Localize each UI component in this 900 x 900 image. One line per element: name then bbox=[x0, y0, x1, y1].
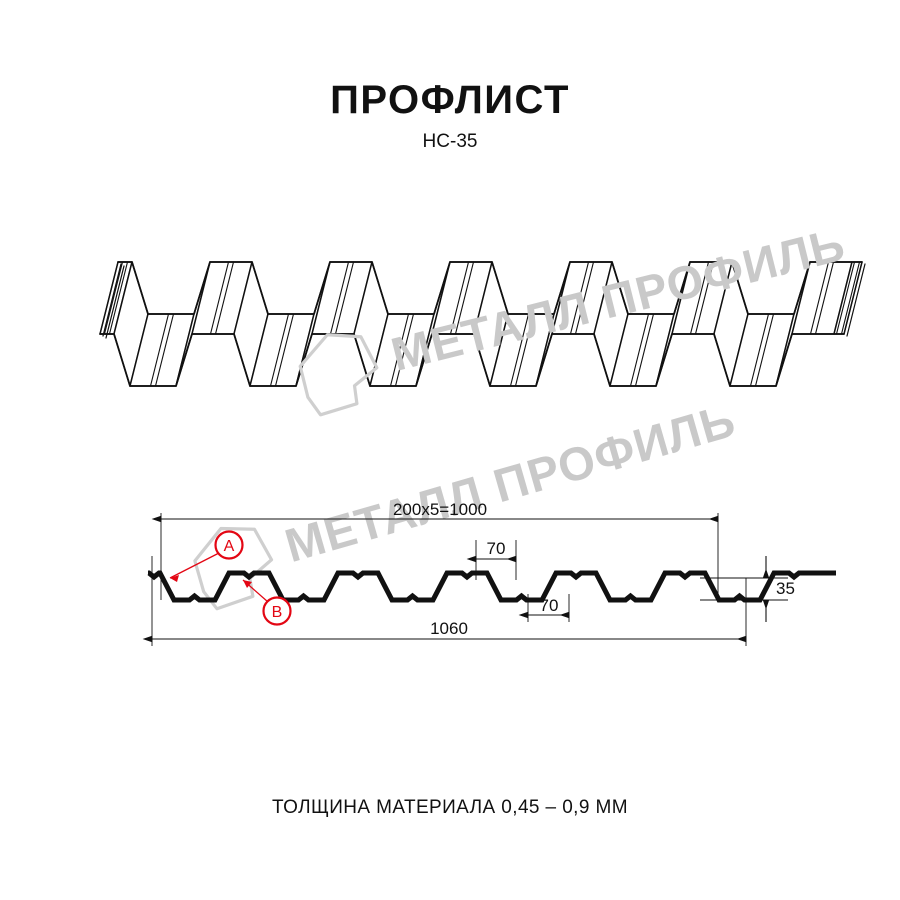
dimension-rib-height: 35 bbox=[776, 579, 795, 598]
callout-a: A bbox=[169, 530, 244, 582]
dimension-overall-width: 1060 bbox=[430, 619, 468, 638]
model-subtitle: НС-35 bbox=[422, 131, 478, 152]
dimension-lines bbox=[142, 515, 770, 643]
section-profile-line bbox=[147, 570, 836, 603]
material-note: ТОЛЩИНА МАТЕРИАЛА 0,45 – 0,9 ММ bbox=[272, 797, 628, 818]
callout-b-label: B bbox=[272, 604, 283, 621]
callout-b: B bbox=[242, 579, 292, 626]
extension-lines bbox=[151, 513, 788, 646]
dimension-pitch-total: 200x5=1000 bbox=[393, 500, 487, 519]
page-title: ПРОФЛИСТ bbox=[330, 78, 570, 122]
callout-a-label: A bbox=[224, 538, 235, 555]
dimension-crest-width: 70 bbox=[487, 539, 506, 558]
